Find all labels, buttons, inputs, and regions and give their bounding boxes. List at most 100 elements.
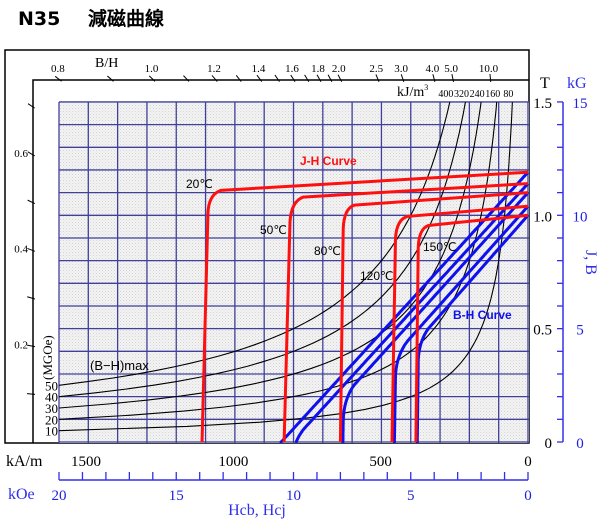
axes: 50400403203024020160108000.51.01.5051015… — [45, 89, 588, 504]
kg-tick-label: 10 — [573, 209, 588, 225]
jh-curve-2 — [338, 191, 529, 443]
permeance-label: 10.0 — [479, 63, 499, 75]
permeance-tick — [107, 75, 114, 82]
permeance-label: 1.2 — [207, 63, 221, 75]
mgoe-label: 30 — [45, 401, 58, 416]
permeance-tick — [327, 74, 333, 82]
permeance-tick — [400, 74, 405, 83]
permeance-label: 3.0 — [394, 63, 408, 75]
kam-tick-label: 0 — [524, 454, 532, 470]
grade-title: N35 — [18, 8, 60, 30]
permeance-tick — [27, 247, 36, 252]
chart-title: 減磁曲線 — [88, 7, 164, 30]
permeance-label: 0.8 — [51, 63, 65, 75]
permeance-ticks: 0.8 1.0 1.2 1.4 1.6 1.8 2.0 2.5 3.0 4.0 5.0 10.0 0.2… — [14, 63, 499, 395]
kj-label: 80 — [503, 89, 513, 100]
kg-tick-label: 0 — [576, 436, 584, 452]
permeance-tick — [211, 75, 218, 82]
jh-curve-3 — [390, 204, 529, 443]
y-unit-T: T — [540, 75, 550, 92]
permeance-label: 2.0 — [332, 63, 346, 75]
permeance-tick — [27, 103, 35, 109]
energy-label: (B−H)max — [90, 358, 149, 373]
permeance-label: 1.6 — [285, 63, 299, 75]
mgoe-label: 50 — [45, 378, 58, 393]
permeance-tick — [337, 74, 343, 83]
permeance-label: 5.0 — [444, 63, 458, 75]
mgoe-label: 40 — [45, 390, 58, 405]
kg-tick-label: 5 — [576, 323, 584, 339]
jh-curve-0 — [200, 170, 529, 443]
energy-unit-mgoe: (MGOe) — [40, 335, 55, 380]
permeance-tick — [26, 393, 36, 395]
energy-curve-40 — [59, 102, 466, 398]
permeance-tick — [432, 74, 436, 83]
bh-curve-3 — [392, 205, 529, 443]
jh-curves — [200, 170, 529, 443]
energy-curve-10 — [59, 102, 513, 432]
mgoe-label: 10 — [45, 424, 58, 439]
kj-label: 240 — [470, 89, 485, 100]
permeance-axis — [32, 79, 529, 443]
permeance-label: 0.6 — [14, 148, 28, 160]
permeance-axis-title: B/H — [95, 56, 118, 71]
permeance-tick — [27, 296, 36, 300]
koe-tick-label: 5 — [407, 488, 415, 504]
kg-tick-label: 15 — [573, 96, 588, 112]
koe-tick-label: 10 — [286, 488, 301, 504]
temp-label-150: 150℃ — [423, 240, 457, 254]
permeance-tick — [256, 74, 263, 82]
permeance-label: 4.0 — [426, 63, 440, 75]
permeance-label: 1.8 — [311, 63, 325, 75]
kam-tick-label: 500 — [369, 454, 392, 470]
permeance-label: 0.2 — [14, 339, 28, 351]
kam-tick-label: 1500 — [71, 454, 101, 470]
permeance-label: 0.4 — [14, 244, 28, 256]
permeance-tick — [183, 75, 190, 82]
permeance-tick — [489, 73, 492, 83]
t-tick-label: 0 — [545, 436, 553, 452]
x-axis-title: Hcb, Hcj — [228, 502, 286, 519]
permeance-tick — [316, 74, 322, 82]
kj-label: 160 — [485, 89, 500, 100]
energy-curve-50 — [59, 102, 451, 386]
energy-curve-30 — [59, 102, 482, 409]
t-tick-label: 0.5 — [533, 323, 552, 339]
temp-label-50: 50℃ — [260, 223, 287, 237]
kj-label: 400 — [438, 89, 453, 100]
y-unit-kG: kG — [567, 75, 587, 92]
x-unit-kAm: kA/m — [6, 453, 43, 470]
bh-curve-1 — [294, 182, 529, 443]
kam-tick-label: 1000 — [218, 454, 248, 470]
temp-label-120: 120℃ — [360, 269, 394, 283]
y-axis-title: J, B — [582, 250, 599, 275]
permeance-tick — [148, 75, 156, 82]
permeance-label: 2.5 — [369, 63, 383, 75]
permeance-tick — [274, 74, 280, 82]
permeance-tick — [27, 344, 36, 348]
temp-label-80: 80℃ — [314, 244, 341, 258]
energy-unit-kj: kJ/m3 — [397, 83, 428, 100]
kj-label: 320 — [454, 89, 469, 100]
permeance-tick — [27, 151, 35, 157]
x-unit-kOe: kOe — [8, 486, 35, 503]
permeance-tick — [290, 74, 296, 82]
bh-curve-0 — [278, 171, 529, 443]
permeance-tick — [304, 74, 310, 82]
permeance-label: 1.0 — [145, 63, 159, 75]
t-tick-label: 1.5 — [533, 96, 552, 112]
temp-label-20: 20℃ — [186, 177, 213, 191]
permeance-label: 1.4 — [252, 63, 266, 75]
koe-tick-label: 15 — [169, 488, 184, 504]
permeance-tick — [27, 199, 36, 205]
permeance-tick — [375, 74, 380, 83]
koe-tick-label: 20 — [52, 488, 67, 504]
jh-curve-label: J-H Curve — [300, 154, 357, 168]
permeance-tick — [54, 75, 62, 82]
bh-curve-label: B-H Curve — [453, 308, 512, 322]
jh-curve-4 — [414, 213, 529, 443]
t-tick-label: 1.0 — [533, 209, 552, 225]
jh-curve-1 — [282, 182, 529, 443]
